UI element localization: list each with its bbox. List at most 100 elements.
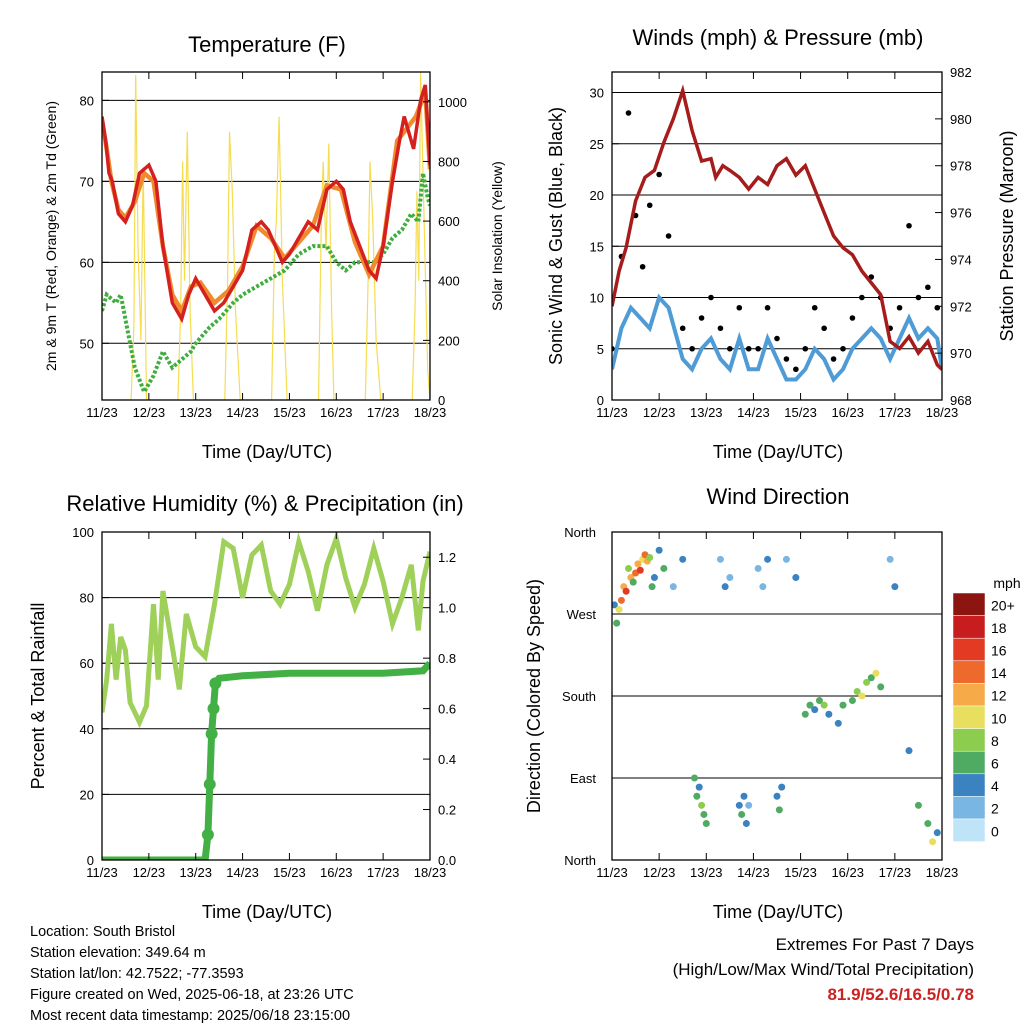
y-tick-label: 5 [597, 342, 604, 357]
x-tick-label: 17/23 [367, 405, 400, 420]
panel-2: Relative Humidity (%) & Precipitation (i… [28, 491, 464, 922]
gust-point [639, 263, 646, 270]
y-tick-label: 0 [87, 853, 94, 868]
station-location: Location: South Bristol [30, 924, 176, 940]
direction-point [695, 783, 703, 791]
x-tick-label: 12/23 [133, 405, 166, 420]
legend-swatch [952, 615, 986, 639]
legend-label: 10 [991, 710, 1007, 726]
y2-tick-label: 1.0 [438, 601, 456, 616]
y-tick-label: 80 [80, 93, 94, 108]
legend-swatch [952, 660, 986, 684]
direction-point [660, 564, 668, 572]
direction-point [702, 820, 710, 828]
gust-point [783, 356, 790, 362]
direction-point [617, 596, 625, 604]
direction-point [858, 692, 866, 700]
legend-swatch [952, 592, 986, 616]
x-tick-label: 16/23 [831, 405, 864, 420]
direction-point [693, 792, 701, 800]
gust-point [727, 345, 733, 352]
y2-tick-label: 968 [950, 393, 972, 408]
x-tick-label: 12/23 [133, 865, 166, 880]
direction-point [815, 697, 823, 705]
legend-swatch [952, 705, 986, 729]
legend-swatch [952, 818, 986, 842]
direction-point [612, 601, 618, 609]
x-tick-label: 12/23 [643, 865, 676, 880]
direction-point [811, 706, 819, 714]
direction-point [848, 697, 856, 705]
gust-point [656, 171, 662, 178]
direction-point [782, 555, 790, 563]
direction-point [625, 564, 632, 572]
gust-point [811, 304, 818, 311]
direction-point [775, 806, 783, 814]
x-tick-label: 18/23 [926, 405, 959, 420]
y-tick-label: 10 [590, 291, 604, 306]
x-tick-label: 11/23 [86, 865, 118, 880]
y2-axis-label: Solar Insolation (Yellow) [489, 161, 505, 311]
y-tick-label: 30 [590, 86, 604, 101]
y2-tick-label: 980 [950, 112, 972, 127]
y2-tick-label: 0.6 [438, 702, 456, 717]
x-tick-label: 16/23 [831, 865, 864, 880]
legend-title: mph [993, 575, 1020, 591]
y2-tick-label: 1.2 [438, 550, 456, 565]
direction-point [764, 555, 772, 563]
gust-point [830, 356, 837, 362]
y-tick-label: 70 [80, 174, 94, 189]
legend-swatch [952, 683, 986, 707]
legend-label: 18 [991, 620, 1007, 636]
direction-point [669, 583, 677, 591]
y-tick-label: South [562, 689, 596, 704]
direction-point [825, 710, 833, 718]
direction-point [745, 801, 753, 809]
gust-point [665, 233, 672, 239]
chart-title: Temperature (F) [188, 32, 346, 57]
y2-tick-label: 0.2 [438, 803, 456, 818]
gust-point [915, 294, 922, 301]
gust-point [764, 304, 771, 311]
rainfall-point [201, 828, 214, 841]
y-tick-label: 40 [80, 722, 94, 737]
x-tick-label: 13/23 [690, 405, 723, 420]
direction-point [679, 555, 687, 563]
gust-point [896, 304, 903, 311]
y-axis-label: Percent & Total Rainfall [28, 603, 48, 790]
gust-point [736, 304, 743, 311]
legend-label: 4 [991, 778, 999, 794]
y2-tick-label: 0.8 [438, 651, 456, 666]
direction-point [634, 560, 642, 568]
legend-swatch [952, 750, 986, 775]
direction-point [629, 578, 637, 586]
y-tick-label: North [564, 525, 596, 540]
gust-point [745, 345, 752, 352]
x-tick-label: 13/23 [179, 405, 212, 420]
legend-swatch [952, 773, 986, 797]
y-tick-label: 80 [80, 591, 94, 606]
x-tick-label: 14/23 [226, 865, 259, 880]
y-tick-label: West [567, 607, 597, 622]
panel-1: Winds (mph) & Pressure (mb) Time (Day/UTC… [546, 25, 1017, 462]
series-sonic-wind-line [612, 293, 942, 384]
y2-tick-label: 600 [438, 214, 460, 229]
direction-point [613, 619, 621, 627]
x-tick-label: 18/23 [926, 865, 959, 880]
direction-point [891, 583, 899, 591]
gust-point [925, 284, 931, 291]
direction-point [691, 774, 698, 782]
y-tick-label: 0 [597, 393, 604, 408]
gust-point [906, 222, 912, 229]
direction-point [646, 554, 654, 562]
direction-point [648, 583, 656, 591]
extremes-summary: Extremes For Past 7 Days (High/Low/Max W… [673, 932, 974, 1007]
direction-point [933, 829, 941, 837]
plot-border [611, 531, 943, 861]
gust-point [698, 315, 705, 321]
x-tick-label: 16/23 [320, 405, 353, 420]
y2-tick-label: 0.0 [438, 853, 456, 868]
direction-point [700, 810, 708, 818]
y2-tick-label: 978 [950, 159, 972, 174]
latest-data-timestamp: Most recent data timestamp: 2025/06/18 2… [30, 1008, 351, 1024]
